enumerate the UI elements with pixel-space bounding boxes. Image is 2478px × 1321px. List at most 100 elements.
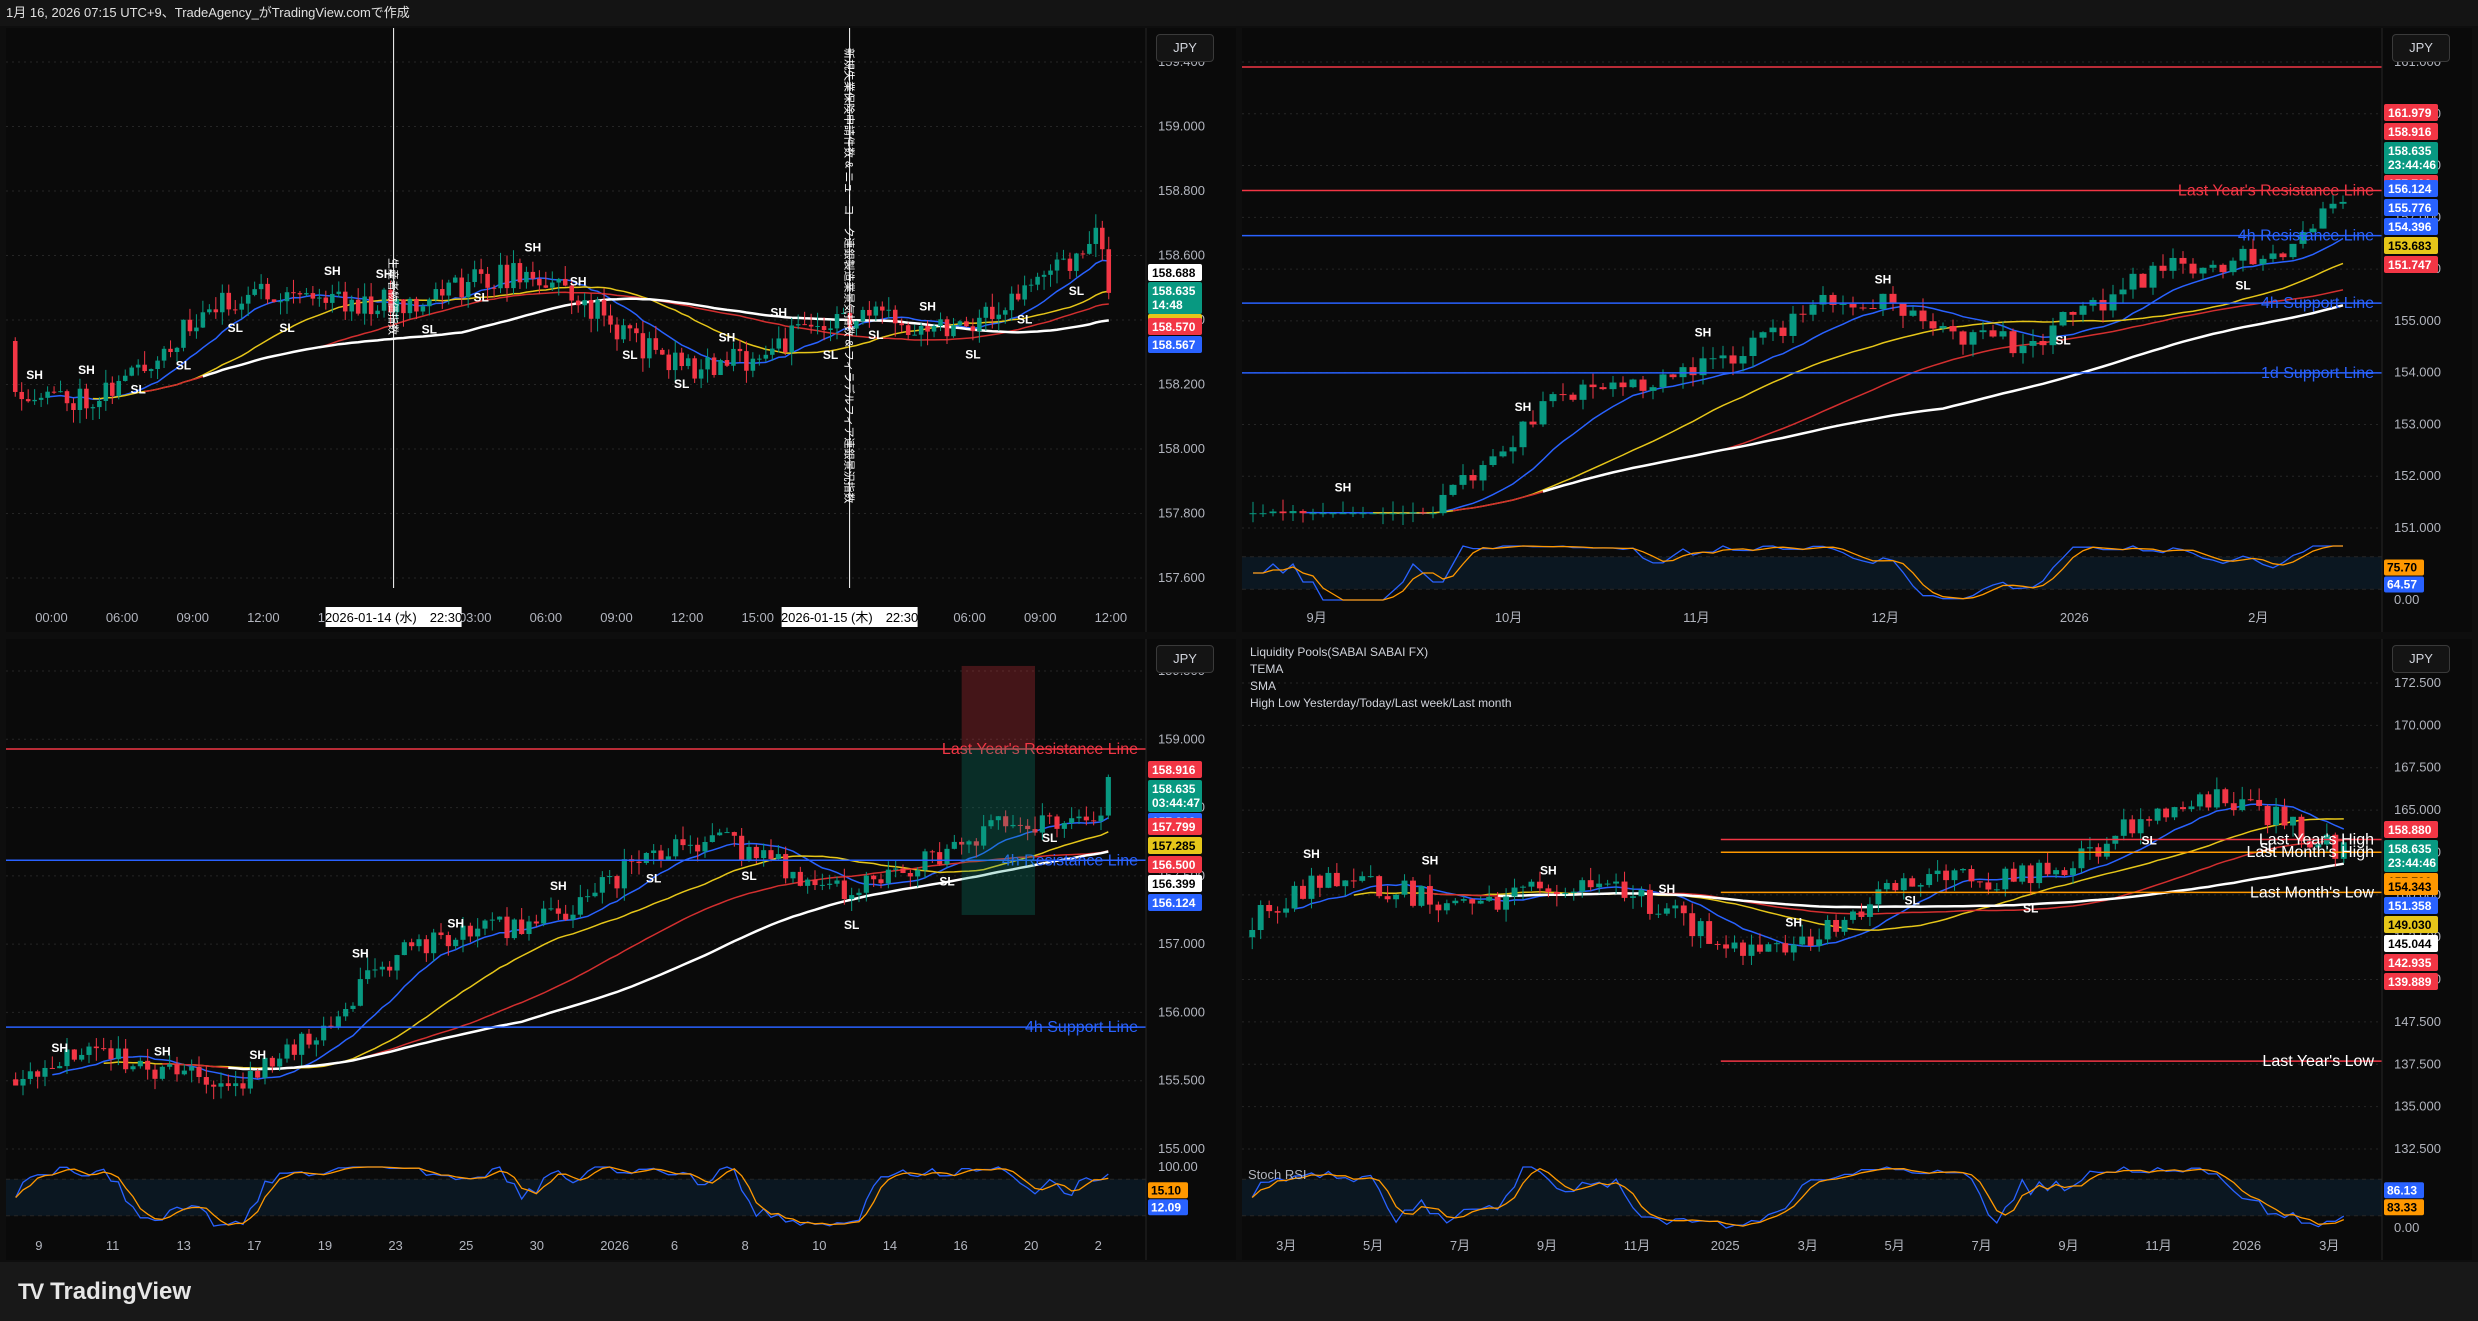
candle-body xyxy=(2044,862,2051,875)
candle-body xyxy=(2298,816,2305,842)
candle-body xyxy=(2129,819,2136,834)
candle-body xyxy=(1929,321,1937,329)
candle-body xyxy=(265,283,270,300)
candle-body xyxy=(101,1048,107,1050)
candle-body xyxy=(1819,294,1827,305)
candle-body xyxy=(1859,307,1867,309)
candle-body xyxy=(1789,313,1797,336)
candle-body xyxy=(2289,243,2297,258)
legend-item[interactable]: TEMA xyxy=(1250,662,1284,676)
candle-body xyxy=(218,1083,224,1087)
currency-button[interactable]: JPY xyxy=(2392,34,2450,62)
price-tag-bg xyxy=(2384,973,2438,990)
candle-body xyxy=(1300,885,1306,899)
candle-body xyxy=(1249,930,1256,938)
pivot-label: SH xyxy=(1695,326,1712,340)
chart-panel-top-left[interactable]: 159.400159.000158.800158.600158.400158.2… xyxy=(6,28,1236,632)
candle-body xyxy=(252,289,257,295)
stoch-d-line xyxy=(1253,545,2343,601)
level-label: 4h Support Line xyxy=(1025,1019,1138,1036)
price-tag-countdown: 23:44:46 xyxy=(2388,856,2436,870)
candle-body xyxy=(524,271,529,283)
time-tick-label: 9 xyxy=(35,1238,42,1253)
time-tick-label: 09:00 xyxy=(176,610,209,625)
candle-body xyxy=(1074,253,1079,271)
price-tick-label: 132.500 xyxy=(2394,1141,2441,1156)
candle-body xyxy=(2078,848,2085,869)
pivot-label: SH xyxy=(525,241,542,255)
candle-body xyxy=(665,856,671,860)
currency-button[interactable]: JPY xyxy=(1156,34,1214,62)
currency-button[interactable]: JPY xyxy=(1156,645,1214,673)
candle-body xyxy=(440,289,445,296)
candle-body xyxy=(445,935,451,947)
candles xyxy=(1249,194,2347,525)
price-tag-bg xyxy=(2384,237,2438,254)
currency-button[interactable]: JPY xyxy=(2392,645,2450,673)
candle-body xyxy=(996,314,1002,319)
candle-body xyxy=(1409,512,1417,514)
candle-body xyxy=(1509,447,1517,452)
chart-panel-bottom-left[interactable]: 159.500159.000158.000157.500157.000156.0… xyxy=(6,639,1236,1260)
price-tag-bg xyxy=(2384,180,2438,197)
candle-body xyxy=(790,871,796,879)
level-lines: Last Year's Resistance Line 4h Resistance… xyxy=(1242,66,2382,382)
price-tag-bg xyxy=(2384,199,2438,216)
candle-body xyxy=(548,908,554,910)
price-tag-value: 161.979 xyxy=(2388,106,2432,120)
candle-body xyxy=(1291,885,1298,909)
price-tag-bg xyxy=(2384,821,2438,838)
time-tick-label: 9月 xyxy=(1307,610,1327,625)
price-tag-bg xyxy=(2384,878,2438,895)
candle-body xyxy=(750,358,756,371)
candle-body xyxy=(258,283,264,290)
candle-body xyxy=(1032,829,1038,833)
candle-body xyxy=(431,932,437,954)
crosshair-time-box xyxy=(325,607,462,627)
time-tick-label: 11 xyxy=(106,1238,120,1253)
candle-body xyxy=(168,348,173,353)
osc-tag-value: 86.13 xyxy=(2387,1183,2417,1197)
candle-body xyxy=(1979,330,1987,333)
legend-item[interactable]: SMA xyxy=(1250,679,1277,693)
chart-panel-bottom-right[interactable]: 172.500170.000167.500165.000162.500160.0… xyxy=(1242,639,2472,1260)
chart-panel-top-right[interactable]: 161.000160.000159.000157.000156.000155.0… xyxy=(1242,28,2472,632)
candle-body xyxy=(306,1033,312,1045)
candle-body xyxy=(2188,806,2195,810)
price-tag-value: 151.358 xyxy=(2388,899,2432,913)
candle-body xyxy=(680,839,686,846)
candle-body xyxy=(854,321,859,329)
legend-item[interactable]: High Low Yesterday/Today/Last week/Last … xyxy=(1250,696,1512,710)
pivot-label: SL xyxy=(2023,902,2038,916)
candle-body xyxy=(2230,803,2237,811)
candle-body xyxy=(2229,260,2237,273)
candle-body xyxy=(1841,919,1848,932)
price-tag-value: 139.889 xyxy=(2388,975,2432,989)
candle-body xyxy=(1499,451,1507,457)
candle-body xyxy=(1309,513,1317,515)
candle-body xyxy=(1638,889,1645,897)
legend-item[interactable]: Liquidity Pools(SABAI SABAI FX) xyxy=(1250,645,1429,659)
tradingview-logo[interactable]: TV TradingView xyxy=(18,1278,191,1306)
candle-body xyxy=(110,382,115,396)
candle-body xyxy=(297,293,303,295)
candle-body xyxy=(621,859,627,889)
candle-body xyxy=(821,325,827,331)
candle-body xyxy=(167,1064,173,1067)
candle-body xyxy=(323,297,329,303)
candle-body xyxy=(299,1033,305,1055)
candle-body xyxy=(155,360,160,370)
candle-body xyxy=(2169,257,2177,271)
candle-body xyxy=(627,325,633,329)
candle-body xyxy=(310,293,316,299)
candle-body xyxy=(1939,326,1947,329)
candle-body xyxy=(467,925,473,937)
price-tag-value: 158.635 xyxy=(1152,782,1196,796)
candle-body xyxy=(1909,878,1916,887)
candle-body xyxy=(1769,327,1777,333)
candle-body xyxy=(271,299,277,302)
candle-body xyxy=(1349,513,1357,515)
event-label: 生産者物価指数 xyxy=(387,258,401,335)
candle-body xyxy=(2171,807,2178,818)
stoch-d-line xyxy=(1251,1167,2345,1227)
